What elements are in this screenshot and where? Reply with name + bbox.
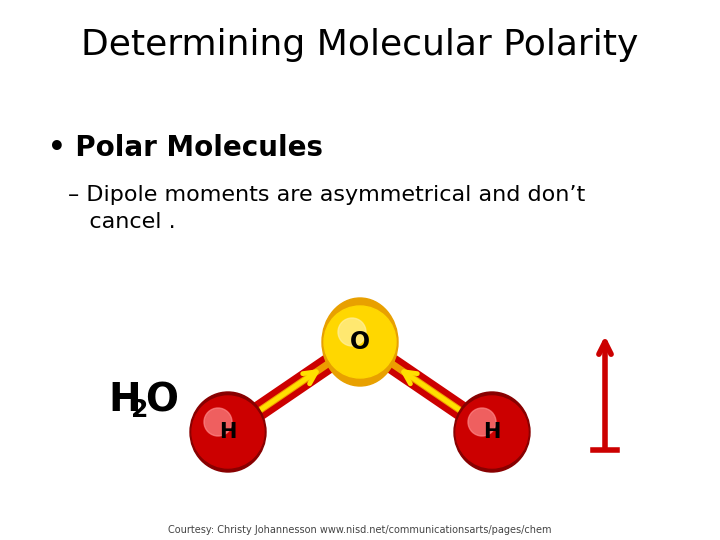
Circle shape — [324, 306, 396, 378]
Text: O: O — [350, 330, 370, 354]
Text: H: H — [108, 381, 140, 419]
Text: Determining Molecular Polarity: Determining Molecular Polarity — [81, 28, 639, 62]
Circle shape — [468, 408, 496, 436]
Circle shape — [204, 408, 232, 436]
Text: H: H — [483, 422, 500, 442]
Ellipse shape — [322, 298, 398, 386]
Circle shape — [192, 396, 264, 468]
Ellipse shape — [454, 392, 530, 472]
Text: H: H — [220, 422, 237, 442]
Circle shape — [338, 318, 366, 346]
Text: 2: 2 — [131, 398, 148, 422]
Text: Courtesy: Christy Johannesson www.nisd.net/communicationsarts/pages/chem: Courtesy: Christy Johannesson www.nisd.n… — [168, 525, 552, 535]
Text: • Polar Molecules: • Polar Molecules — [48, 134, 323, 162]
Circle shape — [456, 396, 528, 468]
Text: O: O — [145, 381, 178, 419]
Text: cancel .: cancel . — [68, 212, 176, 232]
Text: – Dipole moments are asymmetrical and don’t: – Dipole moments are asymmetrical and do… — [68, 185, 585, 205]
Ellipse shape — [190, 392, 266, 472]
